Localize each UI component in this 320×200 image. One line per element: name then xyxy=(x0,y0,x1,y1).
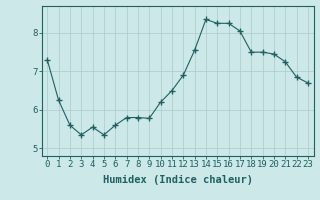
X-axis label: Humidex (Indice chaleur): Humidex (Indice chaleur) xyxy=(103,175,252,185)
